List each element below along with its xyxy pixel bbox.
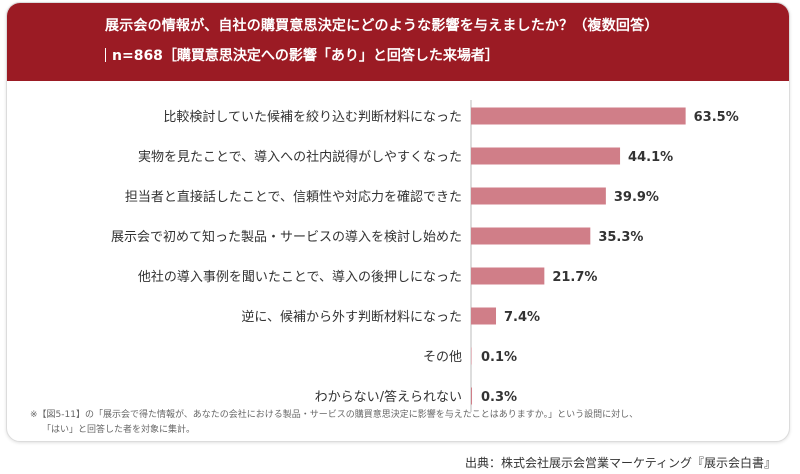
value-label: 0.3% — [481, 390, 517, 405]
chart-header: 展示会の情報が、自社の購買意思決定にどのような影響を与えましたか？（複数回答） … — [7, 3, 789, 81]
value-label: 39.9% — [614, 190, 659, 205]
footnote: ※【図5-11】の「展示会で得た情報が、あなたの会社における製品・サービスの購買… — [30, 408, 638, 438]
bar — [471, 107, 686, 125]
bar — [471, 227, 591, 245]
category-label: 他社の導入事例を聞いたことで、導入の後押しになった — [138, 269, 462, 285]
value-label: 35.3% — [598, 230, 643, 245]
value-label: 0.1% — [481, 350, 517, 365]
chart-card: 展示会の情報が、自社の購買意思決定にどのような影響を与えましたか？（複数回答） … — [6, 2, 790, 442]
footnote-line-1: ※【図5-11】の「展示会で得た情報が、あなたの会社における製品・サービスの購買… — [30, 410, 639, 420]
category-label: わからない/答えられない — [315, 389, 462, 405]
category-label: 担当者と直接話したことで、信頼性や対応力を確認できた — [125, 189, 462, 205]
category-label: 逆に、候補から外す判断材料になった — [241, 309, 462, 325]
bar — [471, 267, 545, 285]
bar — [471, 187, 606, 205]
category-label: その他 — [423, 350, 462, 365]
value-label: 44.1% — [628, 150, 673, 165]
bar — [471, 307, 497, 325]
value-label: 7.4% — [504, 310, 540, 325]
bar — [471, 147, 621, 165]
value-label: 63.5% — [694, 110, 739, 125]
category-label: 比較検討していた候補を絞り込む判断材料になった — [163, 109, 462, 125]
subtitle-divider — [105, 48, 106, 62]
footnote-line-2: 「はい」と回答した者を対象に集計。 — [42, 425, 196, 435]
chart-subtitle: n=868［購買意思決定への影響「あり」と回答した来場者］ — [105, 45, 499, 65]
category-label: 展示会で初めて知った製品・サービスの導入を検討し始めた — [111, 229, 462, 245]
source-credit: 出典：株式会社展示会営業マーケティング『展示会白書』 — [464, 456, 776, 470]
chart-subtitle-text: n=868［購買意思決定への影響「あり」と回答した来場者］ — [112, 48, 499, 64]
bar — [471, 347, 472, 365]
value-label: 21.7% — [552, 270, 597, 285]
chart-title: 展示会の情報が、自社の購買意思決定にどのような影響を与えましたか？（複数回答） — [105, 18, 659, 34]
category-label: 実物を見たことで、導入への社内説得がしやすくなった — [138, 149, 462, 165]
bar — [471, 387, 473, 405]
